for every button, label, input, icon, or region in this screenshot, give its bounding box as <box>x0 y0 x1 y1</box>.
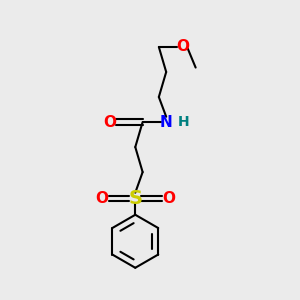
Text: N: N <box>160 115 172 130</box>
Text: O: O <box>163 191 176 206</box>
Text: O: O <box>95 191 108 206</box>
Text: O: O <box>176 39 189 54</box>
Text: O: O <box>103 115 116 130</box>
Text: H: H <box>178 115 190 129</box>
Text: S: S <box>128 189 142 208</box>
